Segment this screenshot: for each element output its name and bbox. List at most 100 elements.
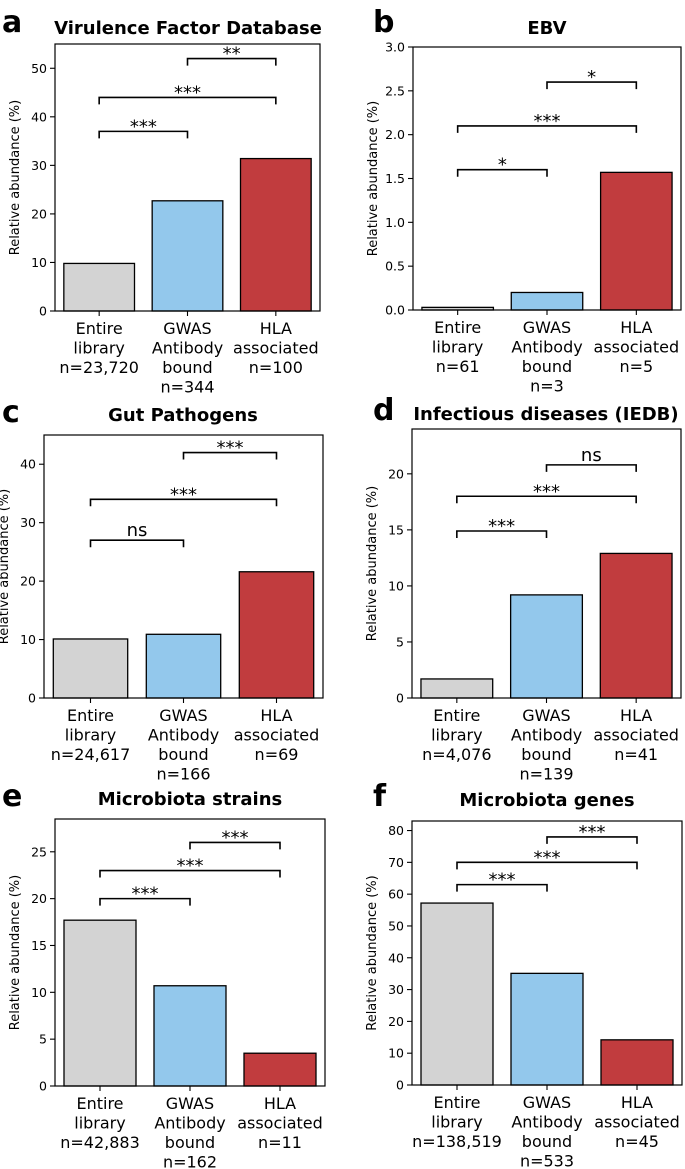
x-tick-label: n=61 bbox=[436, 357, 480, 376]
x-tick-label: HLA bbox=[260, 706, 292, 725]
bar bbox=[420, 678, 494, 699]
chart-panel-b: b EBV Relative abundance (%) 0.0 0.5 1.0 1.5 2.… bbox=[366, 5, 682, 396]
y-tick-label: 10 bbox=[31, 985, 47, 1000]
significance-bracket bbox=[456, 495, 637, 504]
y-tick-label: 25 bbox=[31, 844, 47, 859]
y-tick-label: 10 bbox=[20, 632, 36, 647]
x-tick-label: n=138,519 bbox=[412, 1132, 502, 1151]
y-tick-label: 0.0 bbox=[385, 303, 405, 318]
y-tick-label: 2.0 bbox=[385, 127, 405, 142]
significance-bracket bbox=[99, 869, 281, 878]
x-tick-label: n=344 bbox=[160, 378, 214, 397]
chart-title: Microbiota genes bbox=[459, 790, 634, 811]
y-tick-label: 10 bbox=[388, 578, 404, 593]
y-tick-label: 80 bbox=[388, 823, 404, 838]
bar bbox=[238, 571, 315, 699]
x-tick-label: HLA bbox=[620, 706, 652, 725]
x-tick-label: Entire bbox=[433, 1093, 480, 1112]
x-tick-label: n=23,720 bbox=[59, 358, 139, 377]
x-tick-label: bound bbox=[158, 745, 208, 764]
y-tick-label: 10 bbox=[31, 255, 47, 270]
x-tick-label: library bbox=[432, 338, 483, 357]
x-tick-label: n=11 bbox=[258, 1133, 302, 1152]
y-tick-label: 0 bbox=[396, 691, 404, 706]
x-tick-label: bound bbox=[162, 358, 212, 377]
significance-bracket bbox=[545, 464, 637, 472]
bar bbox=[420, 902, 494, 1086]
x-tick-label: n=5 bbox=[619, 357, 653, 376]
significance-bracket bbox=[546, 836, 638, 844]
x-tick-label: bound bbox=[521, 745, 571, 764]
x-tick-label: GWAS bbox=[163, 319, 211, 338]
y-axis-label: Relative abundance (%) bbox=[8, 100, 23, 256]
y-tick-label: 30 bbox=[31, 158, 47, 173]
chart-title: EBV bbox=[527, 18, 566, 39]
significance-label: *** bbox=[534, 111, 561, 132]
y-tick-label: 20 bbox=[31, 206, 47, 221]
significance-bracket bbox=[456, 168, 548, 177]
x-tick-label: n=42,883 bbox=[60, 1133, 140, 1152]
x-tick-label: HLA bbox=[620, 318, 652, 337]
significance-label: *** bbox=[222, 827, 249, 848]
significance-bracket bbox=[89, 539, 185, 548]
bar bbox=[510, 972, 584, 1086]
significance-label: *** bbox=[533, 481, 560, 502]
y-tick-label: 20 bbox=[31, 891, 47, 906]
y-tick-label: 3.0 bbox=[385, 40, 405, 55]
x-tick-label: library bbox=[73, 339, 124, 358]
significance-bracket bbox=[186, 57, 277, 66]
bar bbox=[153, 985, 227, 1087]
x-tick-label: HLA bbox=[621, 1093, 653, 1112]
significance-label: *** bbox=[217, 438, 244, 459]
y-tick-label: 2.5 bbox=[385, 83, 405, 98]
y-axis-label: Relative abundance (%) bbox=[0, 489, 12, 645]
significance-bracket bbox=[546, 81, 638, 90]
significance-label: ** bbox=[223, 44, 241, 65]
x-tick-label: Entire bbox=[433, 706, 480, 725]
x-tick-label: n=139 bbox=[519, 765, 573, 784]
y-tick-label: 60 bbox=[388, 887, 404, 902]
significance-label: *** bbox=[489, 870, 516, 891]
x-tick-label: associated bbox=[593, 726, 679, 745]
x-tick-label: n=162 bbox=[163, 1153, 217, 1169]
x-tick-label: Entire bbox=[76, 319, 123, 338]
bar bbox=[600, 1039, 674, 1086]
bar bbox=[509, 594, 584, 699]
x-tick-label: GWAS bbox=[523, 318, 571, 337]
y-tick-label: 50 bbox=[388, 918, 404, 933]
x-tick-label: associated bbox=[237, 1114, 323, 1133]
bar bbox=[63, 919, 137, 1087]
y-tick-label: 40 bbox=[31, 109, 47, 124]
y-tick-label: 0 bbox=[39, 304, 47, 319]
x-tick-label: Antibody bbox=[148, 726, 219, 745]
x-tick-label: Antibody bbox=[152, 339, 223, 358]
significance-label: *** bbox=[130, 116, 157, 137]
x-tick-label: Entire bbox=[67, 706, 114, 725]
x-tick-label: n=3 bbox=[530, 377, 564, 396]
y-tick-label: 1.5 bbox=[385, 171, 405, 186]
chart-title: Microbiota strains bbox=[98, 789, 282, 810]
significance-label: ns bbox=[581, 445, 602, 466]
x-tick-label: bound bbox=[522, 1132, 572, 1151]
y-tick-label: 30 bbox=[388, 982, 404, 997]
x-tick-label: n=166 bbox=[156, 765, 210, 784]
y-tick-label: 20 bbox=[20, 574, 36, 589]
y-tick-label: 50 bbox=[31, 61, 47, 76]
y-axis-label: Relative abundance (%) bbox=[365, 486, 380, 642]
significance-bracket bbox=[456, 883, 548, 892]
y-axis-label: Relative abundance (%) bbox=[366, 101, 381, 257]
x-tick-label: Antibody bbox=[511, 338, 582, 357]
x-tick-label: library bbox=[65, 726, 116, 745]
panel-letter: f bbox=[373, 779, 387, 814]
bar bbox=[599, 171, 673, 311]
y-tick-label: 10 bbox=[388, 1046, 404, 1061]
chart-panel-e: e Microbiota strains Relative abundance (%… bbox=[2, 779, 326, 1169]
x-tick-label: Entire bbox=[434, 318, 481, 337]
bar bbox=[510, 291, 584, 311]
chart-title: Infectious diseases (IEDB) bbox=[413, 404, 678, 425]
x-tick-label: n=69 bbox=[255, 745, 299, 764]
x-tick-label: GWAS bbox=[166, 1094, 214, 1113]
y-tick-label: 0 bbox=[396, 1078, 404, 1093]
panel-letter: a bbox=[2, 5, 22, 40]
